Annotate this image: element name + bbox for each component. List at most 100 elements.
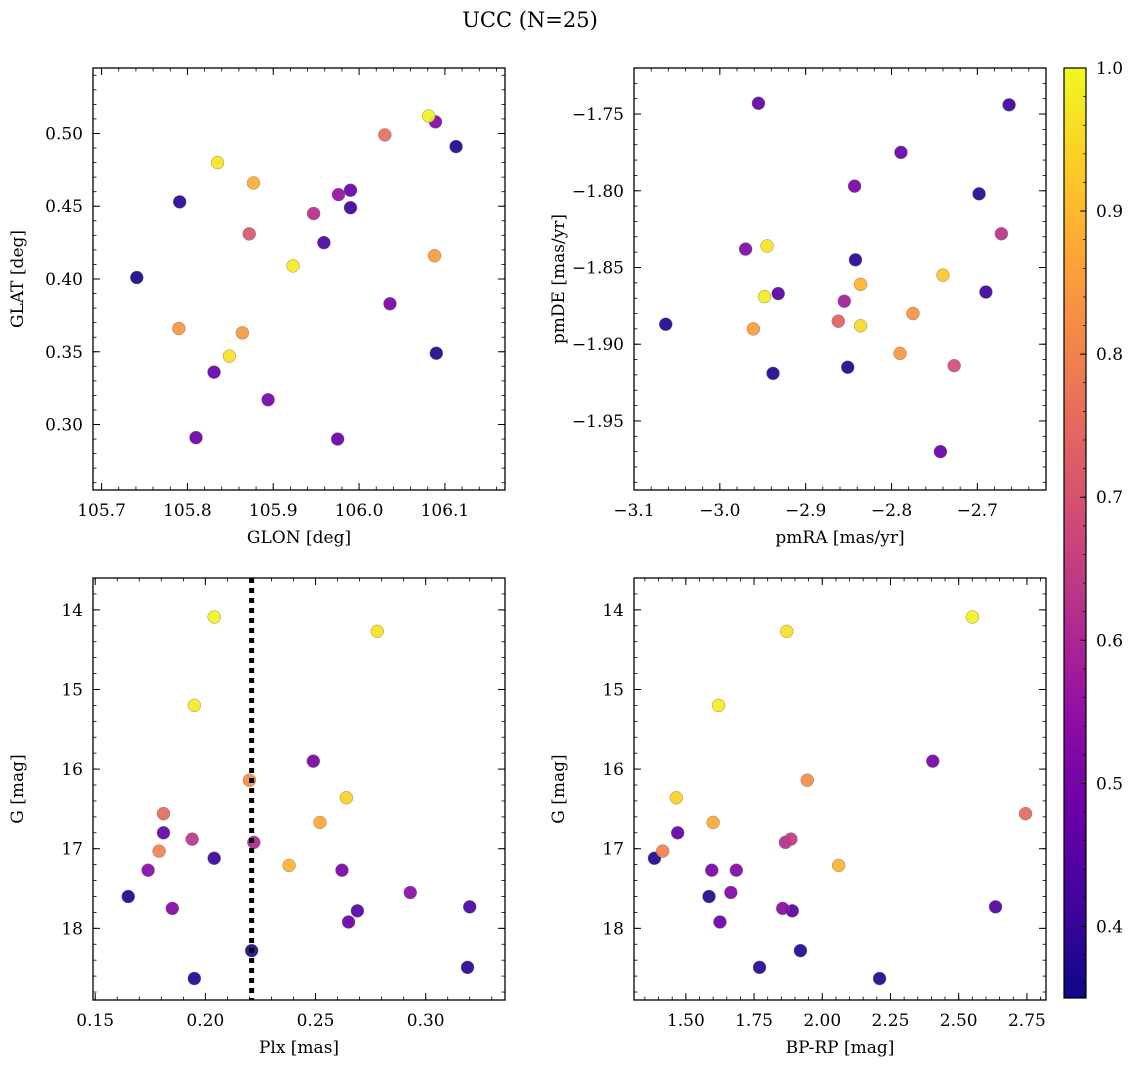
data-point bbox=[335, 863, 349, 877]
data-point bbox=[207, 365, 221, 379]
data-point bbox=[893, 346, 907, 361]
x-tick-label: −2.9 bbox=[785, 501, 826, 521]
data-point bbox=[841, 360, 855, 374]
x-tick-label: 105.9 bbox=[249, 501, 298, 521]
data-point bbox=[187, 698, 202, 713]
x-tick-label: 106.1 bbox=[421, 501, 470, 521]
x-tick-label: 1.75 bbox=[735, 1011, 773, 1031]
data-point bbox=[853, 277, 868, 292]
x-tick-label: 0.25 bbox=[297, 1011, 335, 1031]
x-tick-label: 2.50 bbox=[940, 1011, 978, 1031]
colorbar-tick-label: 0.9 bbox=[1096, 202, 1123, 222]
axes-frame bbox=[92, 577, 506, 1001]
y-tick-label: −1.90 bbox=[572, 335, 624, 355]
data-point bbox=[947, 359, 961, 373]
data-point bbox=[1018, 806, 1033, 821]
data-point bbox=[339, 791, 354, 805]
data-point bbox=[449, 139, 463, 154]
x-axis-label: Plx [mas] bbox=[259, 1038, 339, 1058]
data-point bbox=[331, 187, 346, 202]
points-layer bbox=[130, 109, 463, 446]
x-tick-label: 0.20 bbox=[186, 1011, 224, 1031]
y-tick-label: 14 bbox=[61, 601, 83, 621]
data-point bbox=[800, 773, 814, 787]
y-axis-label: G [mag] bbox=[549, 754, 569, 823]
data-point bbox=[429, 346, 444, 360]
colorbar: 0.4 0.5 0.6 0.7 0.8 0.9 1.0 bbox=[1063, 59, 1123, 999]
y-tick-label: 14 bbox=[602, 601, 624, 621]
y-tick-label: 0.40 bbox=[45, 270, 83, 290]
data-point bbox=[313, 815, 327, 830]
y-tick-label: −1.85 bbox=[572, 258, 624, 278]
data-point bbox=[130, 270, 144, 285]
data-point bbox=[189, 430, 203, 445]
data-point bbox=[711, 698, 726, 713]
data-point bbox=[766, 366, 780, 381]
data-point bbox=[222, 349, 237, 363]
data-point bbox=[837, 294, 851, 308]
data-point bbox=[979, 285, 993, 299]
y-tick-label: 15 bbox=[602, 680, 624, 700]
data-point bbox=[853, 319, 868, 333]
data-point bbox=[306, 754, 321, 768]
data-point bbox=[185, 832, 199, 846]
data-point bbox=[343, 200, 358, 215]
x-tick-label: 106.0 bbox=[335, 501, 384, 521]
data-point bbox=[994, 227, 1009, 241]
data-point bbox=[378, 128, 392, 142]
y-tick-label: 0.35 bbox=[45, 343, 83, 363]
data-point bbox=[670, 826, 685, 840]
data-point bbox=[738, 242, 753, 256]
data-point bbox=[343, 183, 358, 197]
y-tick-label: −1.95 bbox=[572, 412, 624, 432]
data-point bbox=[706, 815, 720, 830]
data-point bbox=[655, 844, 670, 858]
data-point bbox=[1002, 98, 1016, 112]
data-point bbox=[771, 286, 785, 301]
data-point bbox=[156, 826, 171, 840]
y-axis-label: pmDE [mas/yr] bbox=[549, 214, 569, 344]
data-point bbox=[847, 179, 862, 193]
data-point bbox=[156, 806, 171, 821]
data-point bbox=[350, 904, 365, 918]
data-point bbox=[780, 624, 794, 639]
data-point bbox=[141, 863, 155, 877]
data-point bbox=[463, 900, 477, 914]
data-point bbox=[972, 187, 986, 201]
data-point bbox=[659, 317, 673, 331]
data-point bbox=[705, 863, 719, 877]
data-point bbox=[752, 960, 767, 975]
data-point bbox=[383, 297, 397, 311]
data-point bbox=[286, 259, 300, 273]
colorbar-gradient bbox=[1063, 67, 1087, 999]
data-point bbox=[757, 289, 772, 304]
x-tick-label: 2.00 bbox=[803, 1011, 841, 1031]
x-axis-label: BP-RP [mag] bbox=[786, 1038, 895, 1058]
colorbar-tick-label: 1.0 bbox=[1096, 59, 1123, 79]
data-point bbox=[235, 326, 250, 340]
data-point bbox=[926, 754, 940, 768]
y-tick-label: 16 bbox=[61, 760, 83, 780]
data-point bbox=[282, 858, 296, 873]
data-point bbox=[831, 314, 845, 328]
x-tick-label: −2.7 bbox=[957, 501, 998, 521]
y-tick-label: 18 bbox=[602, 919, 624, 939]
axes-frame bbox=[92, 67, 506, 491]
y-tick-label: −1.75 bbox=[572, 105, 624, 125]
data-point bbox=[848, 253, 863, 267]
axes-frame bbox=[633, 577, 1047, 1001]
points-layer bbox=[121, 610, 477, 986]
data-point bbox=[776, 901, 790, 916]
data-point bbox=[152, 844, 166, 858]
data-point bbox=[784, 832, 798, 846]
data-point bbox=[207, 610, 221, 624]
x-axis-label: GLON [deg] bbox=[247, 528, 351, 548]
x-tick-label: 0.30 bbox=[407, 1011, 445, 1031]
x-tick-label: 1.50 bbox=[667, 1011, 705, 1031]
data-point bbox=[894, 145, 908, 160]
colorbar-tick-label: 0.8 bbox=[1096, 345, 1123, 365]
figure-title: UCC (N=25) bbox=[462, 8, 598, 32]
y-tick-label: 0.50 bbox=[45, 124, 83, 144]
colorbar-tick-label: 0.5 bbox=[1096, 774, 1123, 794]
